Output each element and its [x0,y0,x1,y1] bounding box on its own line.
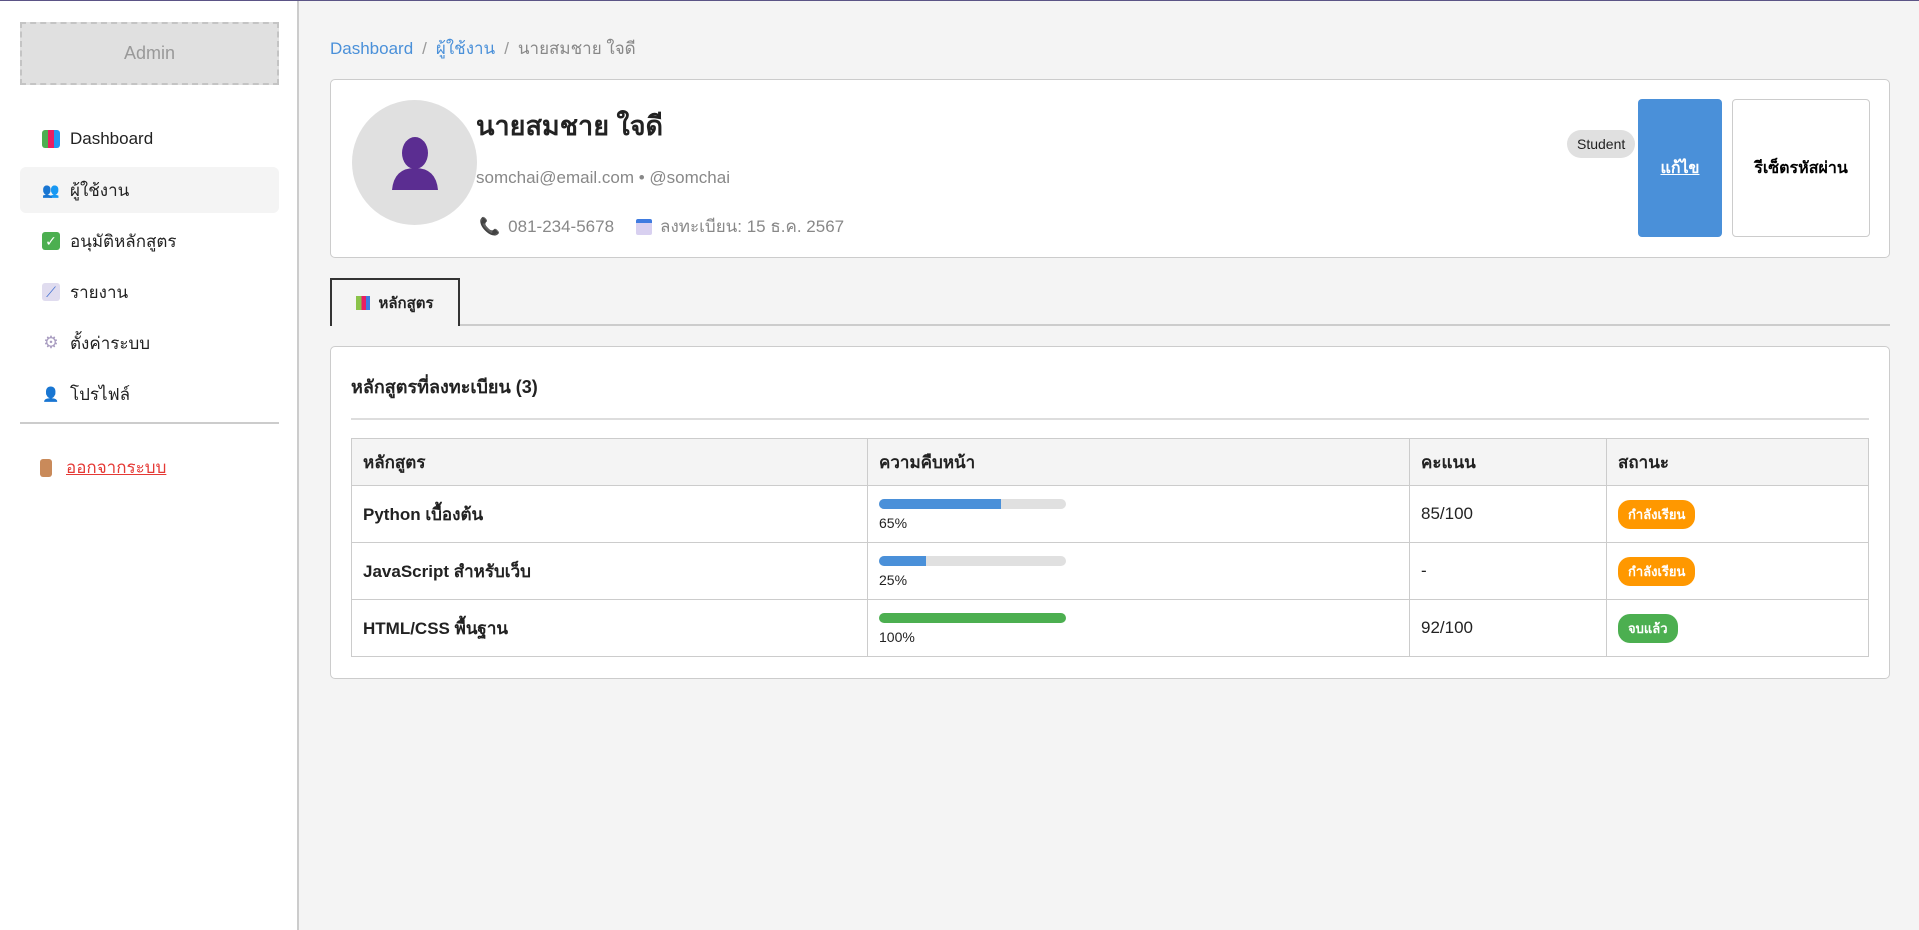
table-row: HTML/CSS พื้นฐาน 100% 92/100 จบแล้ว [351,599,1869,657]
breadcrumb-users[interactable]: ผู้ใช้งาน [435,39,496,58]
sidebar-item-label: โปรไฟล์ [70,384,131,404]
course-status: กำลังเรียน [1606,485,1869,543]
sidebar-item-settings[interactable]: ⚙ ตั้งค่าระบบ [20,320,279,366]
phone-icon: 📞 [479,216,501,236]
phone-text: 081-234-5678 [508,216,615,236]
table-row: JavaScript สำหรับเว็บ 25% - กำลังเรียน [351,542,1869,600]
breadcrumb: Dashboard / ผู้ใช้งาน / นายสมชาย ใจดี [330,35,636,62]
sidebar-item-reports[interactable]: ⟋ รายงาน [20,269,279,315]
books-icon [356,296,371,310]
progress-label: 100% [879,629,915,645]
table-row: Python เบื้องต้น 65% 85/100 กำลังเรียน [351,485,1869,543]
course-score: - [1409,542,1607,600]
progress-label: 65% [879,515,908,531]
sidebar: Admin Dashboard 👥 ผู้ใช้งาน ✓ อนุมัติหลักส… [0,1,299,930]
user-meta: 📞 081-234-5678 ลงทะเบียน: 15 ธ.ค. 2567 [479,213,844,240]
course-name: HTML/CSS พื้นฐาน [351,599,868,657]
progress-fill [879,613,1066,623]
course-score: 85/100 [1409,485,1607,543]
enrolled-courses-card: หลักสูตรที่ลงทะเบียน (3) หลักสูตร ความคื… [330,346,1890,679]
sidebar-item-label: ตั้งค่าระบบ [70,333,151,353]
logout-label: ออกจากระบบ [66,458,167,477]
registered-text: ลงทะเบียน: 15 ธ.ค. 2567 [660,217,845,236]
progress-fill [879,499,1001,509]
sidebar-divider [20,422,279,424]
edit-button[interactable]: แก้ไข [1638,99,1722,237]
sidebar-item-label: ผู้ใช้งาน [70,180,130,200]
tab-label: หลักสูตร [378,295,434,312]
role-badge: Student [1567,130,1636,158]
sidebar-item-label: Dashboard [70,129,154,148]
breadcrumb-separator: / [422,39,427,58]
course-progress: 65% [867,485,1410,543]
tab-courses[interactable]: หลักสูตร [330,278,460,326]
course-status: กำลังเรียน [1606,542,1869,600]
registered-date: ลงทะเบียน: 15 ธ.ค. 2567 [636,213,844,240]
column-header-course: หลักสูตร [351,438,868,486]
profile-card: นายสมชาย ใจดี somchai@email.com • @somch… [330,79,1890,258]
user-silhouette-icon [391,137,438,190]
progress-bar [879,556,1066,566]
reset-password-button[interactable]: รีเซ็ตรหัสผ่าน [1732,99,1870,237]
courses-table: หลักสูตร ความคืบหน้า คะแนน สถานะ Python … [351,438,1869,657]
progress-bar [879,613,1066,623]
column-header-score: คะแนน [1409,438,1607,486]
logo-placeholder: Admin [20,22,279,85]
bar-chart-icon [42,130,60,148]
progress-fill [879,556,926,566]
course-progress: 100% [867,599,1410,657]
course-name: JavaScript สำหรับเว็บ [351,542,868,600]
status-badge: กำลังเรียน [1618,499,1696,529]
user-icon: 👤 [42,385,60,402]
sidebar-item-dashboard[interactable]: Dashboard [20,116,279,162]
sidebar-item-users[interactable]: 👥 ผู้ใช้งาน [20,167,279,213]
line-chart-icon: ⟋ [42,283,60,301]
section-divider [351,418,1869,420]
avatar [352,100,477,225]
table-header-row: หลักสูตร ความคืบหน้า คะแนน สถานะ [351,438,1869,486]
sidebar-item-label: อนุมัติหลักสูตร [70,231,177,251]
status-badge: กำลังเรียน [1618,556,1696,586]
door-icon [40,458,52,477]
sidebar-item-label: รายงาน [70,282,129,302]
status-badge: จบแล้ว [1618,613,1678,643]
tab-bar: หลักสูตร [330,278,1890,326]
user-email-username: somchai@email.com • @somchai [476,168,730,187]
logout-link[interactable]: ออกจากระบบ [40,454,166,481]
column-header-status: สถานะ [1606,438,1869,486]
breadcrumb-dashboard[interactable]: Dashboard [330,39,414,58]
user-name: นายสมชาย ใจดี [476,111,664,141]
users-icon: 👥 [42,181,60,198]
check-icon: ✓ [42,232,60,250]
section-title: หลักสูตรที่ลงทะเบียน (3) [351,377,538,397]
progress-label: 25% [879,572,908,588]
sidebar-nav: Dashboard 👥 ผู้ใช้งาน ✓ อนุมัติหลักสูตร ⟋ ร… [20,116,279,422]
column-header-progress: ความคืบหน้า [867,438,1410,486]
sidebar-item-approve-courses[interactable]: ✓ อนุมัติหลักสูตร [20,218,279,264]
progress-bar [879,499,1066,509]
course-score: 92/100 [1409,599,1607,657]
breadcrumb-current: นายสมชาย ใจดี [517,39,636,58]
course-status: จบแล้ว [1606,599,1869,657]
gear-icon: ⚙ [43,333,59,352]
calendar-icon [636,218,653,235]
breadcrumb-separator: / [504,39,509,58]
course-name: Python เบื้องต้น [351,485,868,543]
phone: 📞 081-234-5678 [479,217,614,237]
course-progress: 25% [867,542,1410,600]
sidebar-item-profile[interactable]: 👤 โปรไฟล์ [20,371,279,417]
